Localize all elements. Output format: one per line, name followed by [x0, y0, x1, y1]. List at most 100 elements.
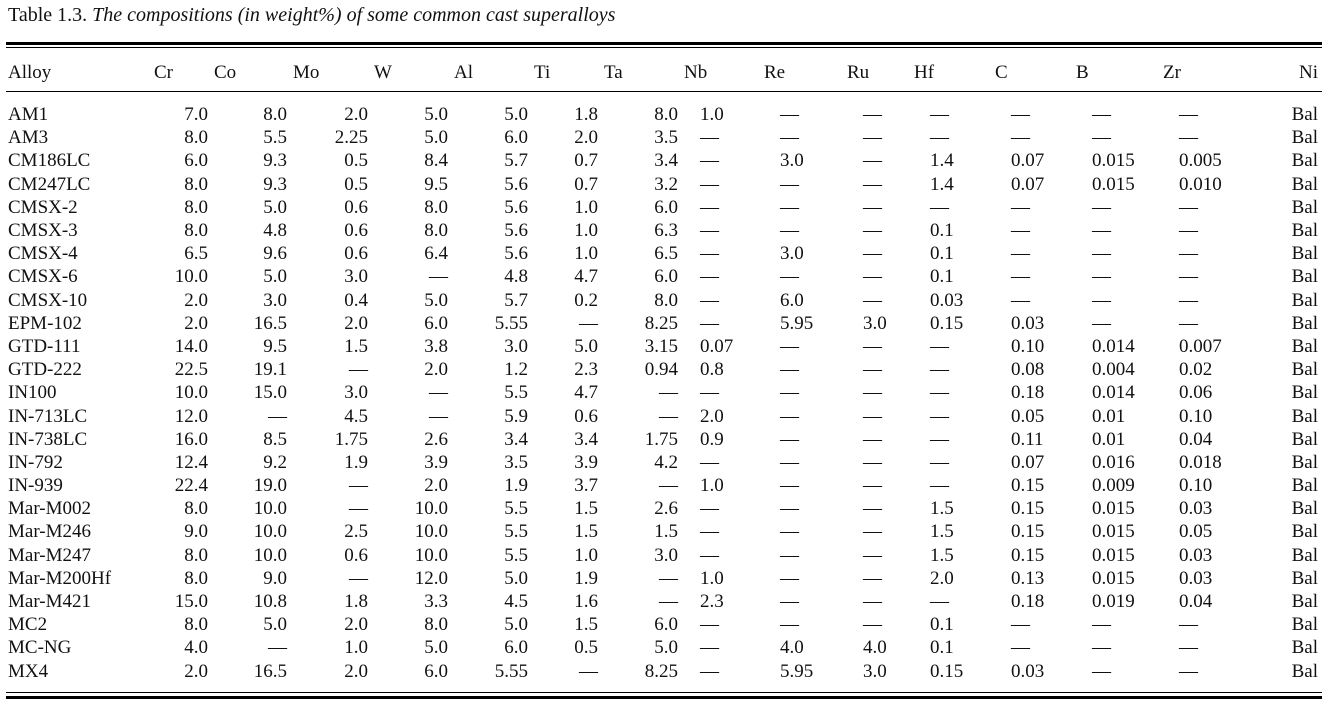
cell-nb: —	[700, 127, 719, 149]
cell-nb: —	[700, 312, 719, 334]
top-rule-thick	[6, 42, 1322, 45]
cell-mo: 1.5	[344, 335, 368, 357]
cell-hf: 0.15	[930, 312, 964, 334]
cell-ta: —	[659, 591, 678, 613]
cell-ti: 3.9	[574, 451, 598, 473]
cell-ta: 6.0	[654, 614, 678, 636]
cell-ti: 2.3	[574, 359, 598, 381]
cell-w: 10.0	[414, 498, 448, 520]
cell-ru: 3.0	[863, 312, 887, 334]
cell-mo: 0.4	[344, 289, 368, 311]
cell-c: 0.10	[1011, 335, 1045, 357]
cell-b: —	[1092, 220, 1111, 242]
cell-zr: 0.10	[1179, 475, 1213, 497]
cell-ni: Bal	[1291, 591, 1318, 613]
cell-nb: —	[700, 243, 719, 265]
cell-nb: —	[700, 637, 719, 659]
cell-nb: 0.07	[700, 335, 734, 357]
cell-b: 0.015	[1092, 498, 1135, 520]
cell-b: —	[1092, 289, 1111, 311]
cell-hf: 0.1	[930, 614, 954, 636]
cell-ru: —	[863, 289, 882, 311]
cell-co: 19.0	[253, 475, 287, 497]
cell-re: —	[780, 359, 799, 381]
cell-c: 0.08	[1011, 359, 1045, 381]
cell-ni: Bal	[1291, 451, 1318, 473]
cell-ta: 6.5	[654, 243, 678, 265]
cell-co: 19.1	[253, 359, 287, 381]
cell-cr: 14.0	[174, 335, 208, 357]
cell-c: 0.18	[1011, 591, 1045, 613]
cell-hf: 1.5	[930, 521, 954, 543]
cell-ru: —	[863, 614, 882, 636]
cell-zr: —	[1179, 127, 1198, 149]
column-header-cr: Cr	[154, 61, 173, 83]
cell-co: 9.6	[263, 243, 287, 265]
cell-re: —	[780, 498, 799, 520]
cell-w: 8.0	[424, 614, 448, 636]
cell-c: 0.03	[1011, 312, 1045, 334]
cell-mo: —	[349, 359, 368, 381]
cell-hf: 0.1	[930, 637, 954, 659]
alloy-name-cell: MC-NG	[8, 637, 72, 659]
cell-ni: Bal	[1291, 382, 1318, 404]
cell-b: —	[1092, 243, 1111, 265]
cell-b: 0.01	[1092, 428, 1126, 450]
cell-co: 10.8	[253, 591, 287, 613]
cell-al: 5.0	[504, 614, 528, 636]
cell-w: 8.4	[424, 150, 448, 172]
cell-re: 5.95	[780, 660, 814, 682]
alloy-name-cell: IN-939	[8, 475, 63, 497]
cell-w: 3.3	[424, 591, 448, 613]
cell-cr: 8.0	[184, 196, 208, 218]
alloy-name-cell: IN-792	[8, 451, 63, 473]
alloy-name-cell: CMSX-3	[8, 220, 78, 242]
cell-al: 3.4	[504, 428, 528, 450]
cell-ta: —	[659, 475, 678, 497]
cell-mo: 0.6	[344, 544, 368, 566]
table-caption: Table 1.3. The compositions (in weight%)…	[8, 4, 615, 27]
cell-al: 5.7	[504, 289, 528, 311]
column-header-ni: Ni	[1299, 61, 1318, 83]
alloy-name-cell: AM1	[8, 104, 49, 126]
cell-ta: 6.0	[654, 266, 678, 288]
cell-hf: —	[930, 405, 949, 427]
cell-al: 6.0	[504, 637, 528, 659]
table-body: AM1 7.0 8.0 2.0 5.0 5.0 1.8 8.0 1.0— — — — — — Bal AM3 8…	[6, 87, 1322, 683]
cell-zr: —	[1179, 266, 1198, 288]
cell-b: 0.004	[1092, 359, 1135, 381]
cell-nb: —	[700, 451, 719, 473]
cell-al: 5.5	[504, 521, 528, 543]
column-header-ru: Ru	[847, 61, 870, 83]
cell-c: —	[1011, 104, 1030, 126]
cell-zr: 0.06	[1179, 382, 1213, 404]
cell-hf: 2.0	[930, 567, 954, 589]
cell-ti: 0.7	[574, 173, 598, 195]
cell-ta: 8.25	[644, 660, 678, 682]
cell-b: 0.015	[1092, 567, 1135, 589]
cell-w: —	[429, 405, 448, 427]
table-row: GTD-222 22.5 19.1 — 2.0 1.2 2.3 0.94 0.8 — — — 0.08 0…	[6, 358, 1322, 381]
cell-al: 5.0	[504, 567, 528, 589]
cell-zr: 0.05	[1179, 521, 1213, 543]
cell-ti: 1.5	[574, 614, 598, 636]
cell-co: 16.5	[253, 312, 287, 334]
cell-ni: Bal	[1291, 567, 1318, 589]
cell-w: 8.0	[424, 220, 448, 242]
cell-ru: —	[863, 266, 882, 288]
cell-w: 2.0	[424, 475, 448, 497]
cell-cr: 16.0	[174, 428, 208, 450]
cell-co: —	[268, 637, 287, 659]
cell-ru: —	[863, 150, 882, 172]
column-header-alloy: Alloy	[8, 61, 52, 83]
cell-c: 0.13	[1011, 567, 1045, 589]
cell-w: 6.0	[424, 660, 448, 682]
cell-ni: Bal	[1291, 173, 1318, 195]
cell-ni: Bal	[1291, 428, 1318, 450]
cell-nb: —	[700, 150, 719, 172]
cell-ti: 3.4	[574, 428, 598, 450]
cell-nb: 2.3	[700, 591, 724, 613]
cell-b: 0.015	[1092, 521, 1135, 543]
cell-re: —	[780, 335, 799, 357]
cell-ti: —	[579, 312, 598, 334]
